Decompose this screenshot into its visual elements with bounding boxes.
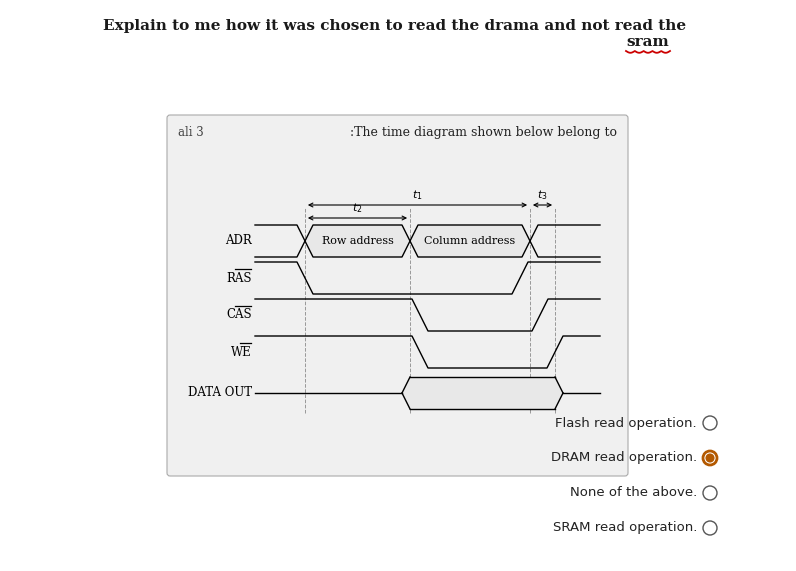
Text: SRAM read operation.: SRAM read operation. <box>552 521 697 534</box>
FancyBboxPatch shape <box>167 115 628 476</box>
Text: None of the above.: None of the above. <box>570 486 697 500</box>
Text: DATA OUT: DATA OUT <box>188 387 252 400</box>
Text: WE: WE <box>232 345 252 359</box>
Text: Row address: Row address <box>322 236 393 246</box>
Text: ali 3: ali 3 <box>178 126 204 139</box>
Text: $t_1$: $t_1$ <box>412 188 423 202</box>
Polygon shape <box>402 377 563 409</box>
Text: Flash read operation.: Flash read operation. <box>556 416 697 429</box>
Text: Column address: Column address <box>424 236 516 246</box>
Text: $t_2$: $t_2$ <box>353 201 363 215</box>
Text: :The time diagram shown below belong to: :The time diagram shown below belong to <box>350 126 617 139</box>
Polygon shape <box>410 225 530 257</box>
Text: CAS: CAS <box>226 308 252 321</box>
Text: $t_3$: $t_3$ <box>537 188 548 202</box>
Circle shape <box>706 454 714 462</box>
Polygon shape <box>305 225 410 257</box>
Text: Explain to me how it was chosen to read the drama and not read the: Explain to me how it was chosen to read … <box>103 19 687 33</box>
Text: ADR: ADR <box>225 235 252 247</box>
Text: sram: sram <box>626 35 669 49</box>
Text: RAS: RAS <box>227 271 252 284</box>
Text: DRAM read operation.: DRAM read operation. <box>551 452 697 464</box>
